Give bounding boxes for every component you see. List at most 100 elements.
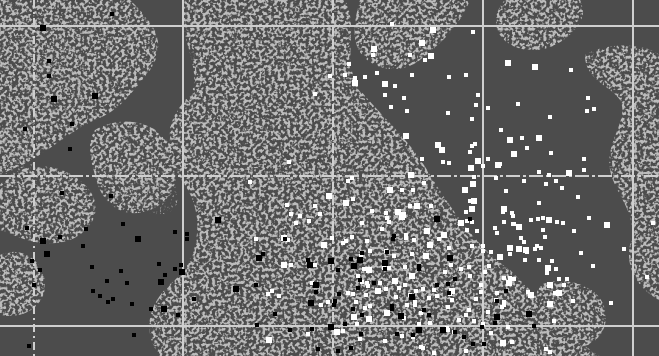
white-point xyxy=(547,301,553,307)
white-point xyxy=(579,251,583,255)
white-point xyxy=(341,329,345,333)
black-point xyxy=(446,282,450,286)
white-point xyxy=(604,222,610,228)
black-point xyxy=(308,300,314,306)
white-point xyxy=(351,197,355,201)
white-point xyxy=(429,204,433,208)
black-point xyxy=(383,267,387,271)
black-point xyxy=(333,299,337,303)
black-point xyxy=(192,297,196,301)
white-point xyxy=(281,262,287,268)
white-point xyxy=(467,265,471,269)
white-point xyxy=(495,162,501,168)
white-point xyxy=(507,245,513,251)
black-point xyxy=(23,127,27,131)
black-point xyxy=(92,93,98,99)
white-point xyxy=(346,291,350,295)
white-point xyxy=(392,278,398,284)
black-point xyxy=(121,222,125,226)
white-point xyxy=(387,187,393,193)
white-point xyxy=(495,291,499,295)
black-point xyxy=(109,194,113,198)
white-point xyxy=(468,274,472,278)
black-point xyxy=(161,306,167,312)
black-point xyxy=(173,267,177,271)
white-point xyxy=(366,284,370,288)
white-point xyxy=(400,188,404,192)
white-point xyxy=(533,247,537,251)
white-point xyxy=(427,242,433,248)
white-point xyxy=(501,210,505,214)
white-point xyxy=(506,280,512,286)
black-point xyxy=(44,251,50,257)
white-point xyxy=(569,68,573,72)
white-point xyxy=(474,103,478,107)
white-point xyxy=(355,322,359,326)
black-point xyxy=(25,226,29,230)
black-point xyxy=(417,264,421,268)
white-point xyxy=(535,244,539,248)
black-point xyxy=(526,311,532,317)
white-point xyxy=(394,295,398,299)
white-point xyxy=(289,212,293,216)
white-point xyxy=(522,179,526,183)
black-point xyxy=(40,238,46,244)
black-point xyxy=(337,292,341,296)
white-point xyxy=(528,292,534,298)
white-point xyxy=(468,150,472,154)
black-point xyxy=(372,281,376,285)
black-point xyxy=(70,122,74,126)
white-point xyxy=(419,311,423,315)
white-point xyxy=(428,53,434,59)
white-point xyxy=(582,157,586,161)
white-point xyxy=(508,276,512,280)
black-point xyxy=(382,260,388,266)
black-point xyxy=(447,291,451,295)
black-point xyxy=(471,342,475,346)
white-point xyxy=(499,128,503,132)
white-point xyxy=(397,286,401,290)
white-point xyxy=(502,303,506,307)
black-point xyxy=(349,346,353,350)
white-point xyxy=(479,290,483,294)
white-point xyxy=(475,158,481,164)
white-point xyxy=(334,329,340,335)
white-point xyxy=(447,161,451,165)
white-point xyxy=(446,328,450,332)
black-point xyxy=(392,234,396,238)
white-point xyxy=(408,53,412,57)
white-point xyxy=(446,111,450,115)
white-point xyxy=(458,220,464,226)
black-point xyxy=(27,344,31,348)
white-point xyxy=(430,27,436,33)
black-point xyxy=(351,307,355,311)
white-point xyxy=(468,199,472,203)
white-point xyxy=(385,216,389,220)
white-point xyxy=(462,187,468,193)
white-point xyxy=(483,270,487,274)
white-point xyxy=(414,289,418,293)
black-point xyxy=(98,294,102,298)
white-point xyxy=(497,254,503,260)
white-point xyxy=(525,146,529,150)
black-point xyxy=(90,265,94,269)
black-point xyxy=(316,347,320,351)
white-point xyxy=(417,322,421,326)
black-point xyxy=(358,278,362,282)
white-point xyxy=(307,219,311,223)
white-point xyxy=(505,60,511,66)
white-point xyxy=(363,306,367,310)
white-point xyxy=(270,289,274,293)
white-point xyxy=(413,300,417,304)
black-point xyxy=(60,191,64,195)
black-point xyxy=(84,227,88,231)
white-point xyxy=(403,265,407,269)
white-point xyxy=(511,214,515,218)
black-point xyxy=(68,147,72,151)
black-point xyxy=(110,12,114,16)
black-point xyxy=(179,263,183,267)
white-point xyxy=(539,246,543,250)
black-point xyxy=(336,349,340,353)
